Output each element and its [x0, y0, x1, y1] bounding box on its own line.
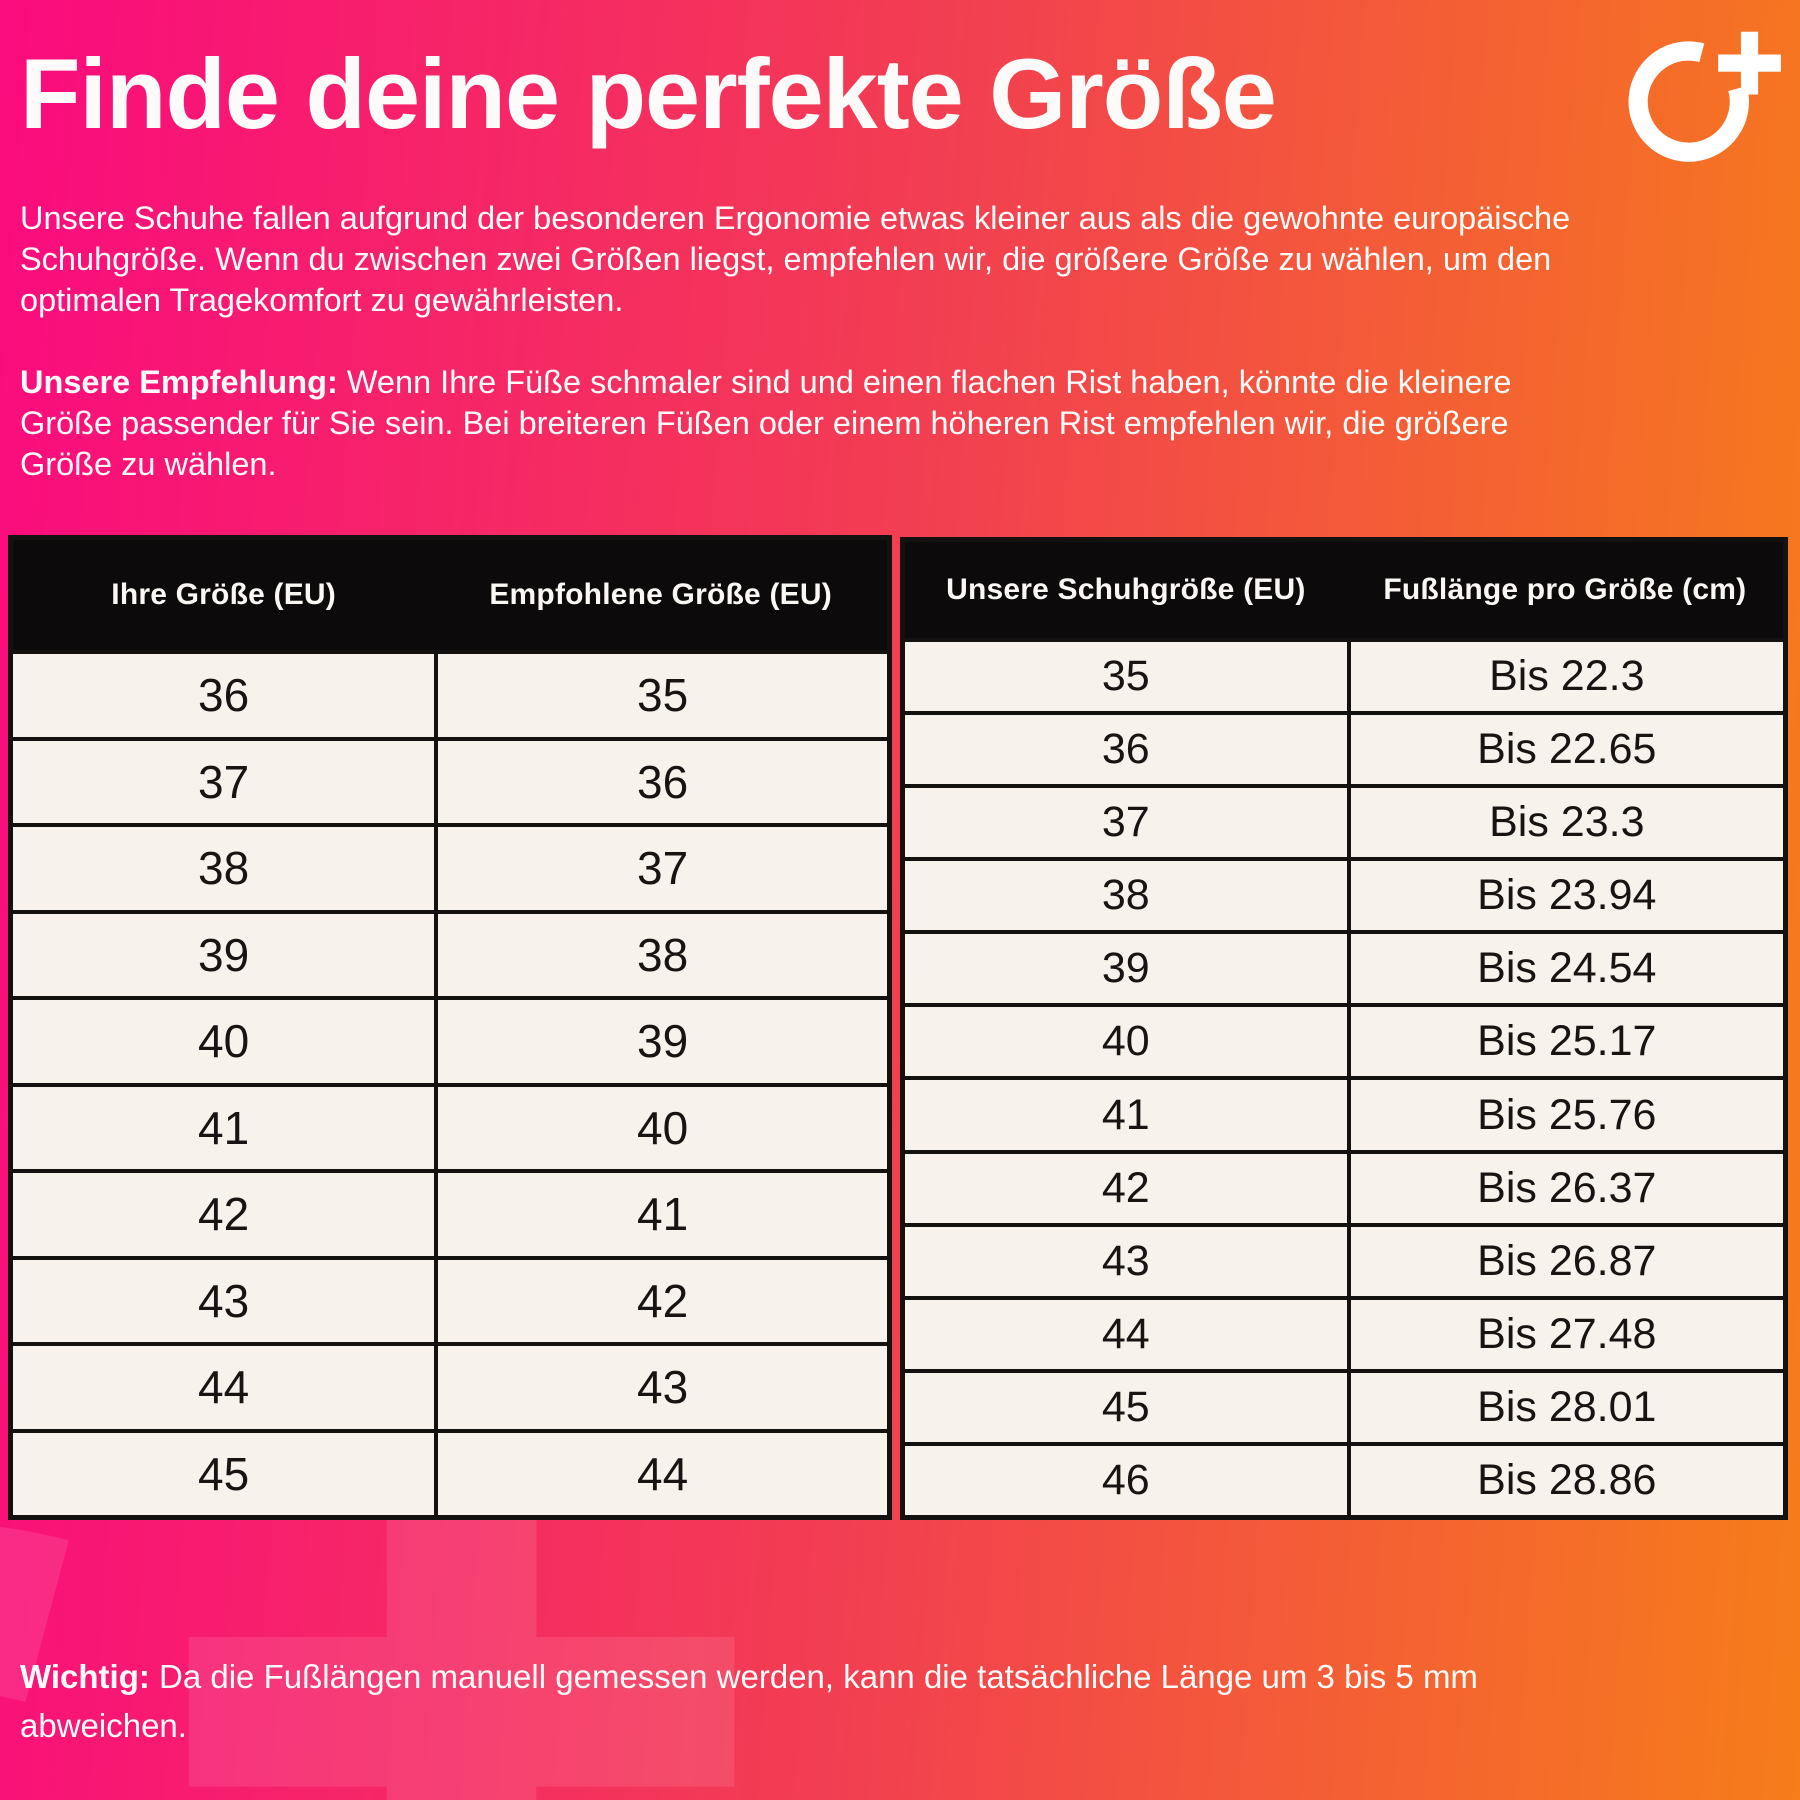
table-cell: 36 — [198, 669, 250, 722]
table-cell: 38 — [198, 842, 250, 895]
table-cell: 39 — [1101, 944, 1150, 993]
footer-note-text: Da die Fußlängen manuell gemessen werden… — [20, 1658, 1478, 1744]
table-cell: 41 — [1101, 1090, 1150, 1139]
table-row: 44 43 — [13, 1342, 887, 1429]
table-row: 44 Bis 27.48 — [905, 1295, 1783, 1369]
table-row: 37 Bis 23.3 — [905, 784, 1783, 858]
table-cell: 38 — [434, 913, 887, 996]
table-row: 40 Bis 25.17 — [905, 1003, 1783, 1077]
table-row: 42 41 — [13, 1169, 887, 1256]
recommendation-text: Wenn Ihre Füße schmaler sind und einen f… — [20, 364, 1512, 482]
page-title: Finde deine perfekte Größe — [20, 38, 1277, 149]
table-cell: Bis 26.37 — [1346, 1153, 1783, 1223]
header-cell-shoe-size: Unsere Schuhgröße (EU) — [946, 573, 1306, 606]
footer-note: Wichtig: Da die Fußlängen manuell gemess… — [20, 1652, 1592, 1750]
table-cell: 43 — [434, 1346, 887, 1429]
table-cell: Bis 25.76 — [1346, 1080, 1783, 1150]
table-row: 36 Bis 22.65 — [905, 711, 1783, 785]
table-row: 42 Bis 26.37 — [905, 1149, 1783, 1223]
table-cell: 36 — [434, 740, 887, 823]
table-cell: 38 — [1101, 871, 1150, 920]
table-cell: 39 — [434, 1000, 887, 1083]
table-cell: 44 — [434, 1432, 887, 1515]
table-row: 38 Bis 23.94 — [905, 857, 1783, 931]
table-header-row: Unsere Schuhgröße (EU) Fußlänge pro Größ… — [905, 542, 1783, 638]
table-cell: 37 — [198, 755, 250, 808]
table-cell: Bis 22.65 — [1346, 715, 1783, 785]
table-cell: 40 — [1101, 1017, 1150, 1066]
table-cell: 35 — [1101, 652, 1150, 701]
table-row: 45 44 — [13, 1428, 887, 1515]
table-row: 46 Bis 28.86 — [905, 1441, 1783, 1515]
table-row: 35 Bis 22.3 — [905, 638, 1783, 712]
table-cell: 44 — [198, 1361, 250, 1414]
table-row: 43 42 — [13, 1255, 887, 1342]
table-cell: Bis 23.3 — [1346, 788, 1783, 858]
recommendation-paragraph: Unsere Empfehlung: Wenn Ihre Füße schmal… — [20, 362, 1592, 485]
table-row: 40 39 — [13, 996, 887, 1083]
table-cell: 37 — [1101, 798, 1150, 847]
header-cell-foot-length: Fußlänge pro Größe (cm) — [1383, 573, 1747, 606]
header-cell-your-size: Ihre Größe (EU) — [111, 578, 336, 611]
header-cell-recommended-size: Empfohlene Größe (EU) — [489, 578, 832, 611]
table-cell: Bis 23.94 — [1346, 861, 1783, 931]
table-cell: 43 — [1101, 1236, 1150, 1285]
table-cell: 39 — [198, 928, 250, 981]
table-cell: Bis 27.48 — [1346, 1299, 1783, 1369]
table-cell: 42 — [1101, 1163, 1150, 1212]
table-cell: Bis 28.01 — [1346, 1372, 1783, 1442]
brand-logo-icon — [1628, 31, 1781, 162]
table-row: 41 40 — [13, 1082, 887, 1169]
table-body: 35 Bis 22.3 36 Bis 22.65 37 Bis 23.3 38 Bis 23.… — [905, 638, 1783, 1515]
table-cell: Bis 25.17 — [1346, 1007, 1783, 1077]
table-cell: 44 — [1101, 1309, 1150, 1358]
table-row: 39 38 — [13, 909, 887, 996]
table-cell: 35 — [434, 654, 887, 737]
table-cell: 42 — [434, 1259, 887, 1342]
table-cell: 36 — [1101, 725, 1150, 774]
table-cell: 43 — [198, 1274, 250, 1327]
recommendation-label: Unsere Empfehlung: — [20, 364, 338, 400]
table-cell: 37 — [434, 827, 887, 910]
size-conversion-table: Ihre Größe (EU) Empfohlene Größe (EU) 36… — [8, 535, 892, 1520]
table-cell: 41 — [434, 1173, 887, 1256]
table-row: 45 Bis 28.01 — [905, 1368, 1783, 1442]
table-row: 39 Bis 24.54 — [905, 930, 1783, 1004]
table-cell: Bis 26.87 — [1346, 1226, 1783, 1296]
table-row: 38 37 — [13, 823, 887, 910]
table-row: 37 36 — [13, 736, 887, 823]
foot-length-table: Unsere Schuhgröße (EU) Fußlänge pro Größ… — [900, 537, 1788, 1520]
table-cell: Bis 22.3 — [1346, 642, 1783, 712]
table-header-row: Ihre Größe (EU) Empfohlene Größe (EU) — [13, 540, 887, 650]
table-cell: 42 — [198, 1188, 250, 1241]
table-cell: 45 — [198, 1447, 250, 1500]
intro-paragraph: Unsere Schuhe fallen aufgrund der besond… — [20, 200, 1571, 318]
table-cell: 41 — [198, 1101, 250, 1154]
table-cell: 40 — [198, 1015, 250, 1068]
table-row: 43 Bis 26.87 — [905, 1222, 1783, 1296]
table-cell: 45 — [1101, 1382, 1150, 1431]
table-cell: 46 — [1101, 1455, 1150, 1504]
table-cell: Bis 24.54 — [1346, 934, 1783, 1004]
table-cell: 40 — [434, 1086, 887, 1169]
table-body: 36 35 37 36 38 37 39 38 40 39 41 40 42 41 43 42 44 43 45 44 — [13, 650, 887, 1515]
table-row: 41 Bis 25.76 — [905, 1076, 1783, 1150]
table-cell: Bis 28.86 — [1346, 1445, 1783, 1515]
table-row: 36 35 — [13, 650, 887, 737]
footer-note-label: Wichtig: — [20, 1658, 150, 1695]
